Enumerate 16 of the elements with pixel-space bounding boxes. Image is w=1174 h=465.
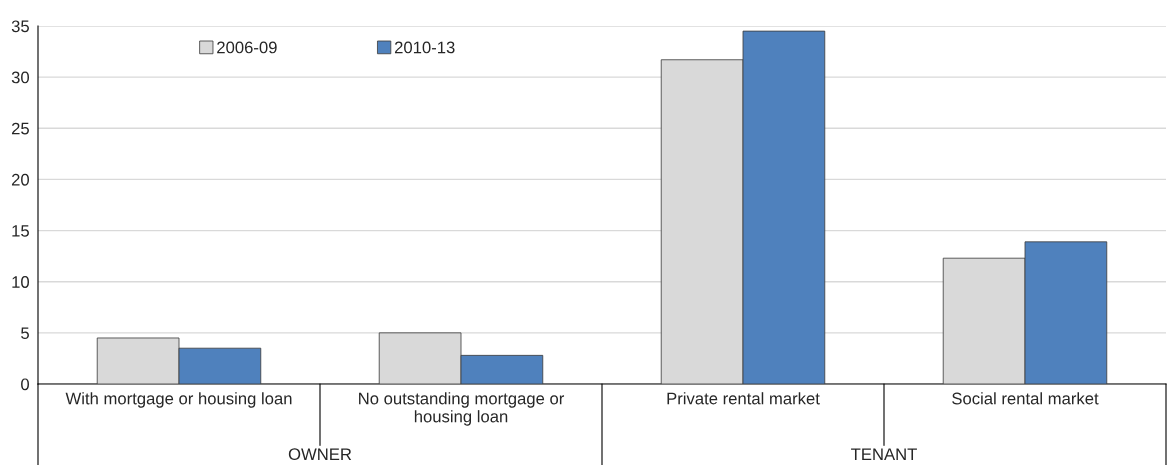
y-tick-label: 30: [11, 71, 30, 84]
x-tick-label: With mortgage or housing loan: [65, 392, 292, 408]
text: OWNER: [288, 448, 352, 461]
legend-label: 2010-13: [394, 41, 455, 54]
y-tick-label: 20: [11, 173, 30, 186]
x-tick-label: Social rental market: [952, 392, 1099, 405]
y-tick-label: 10: [12, 276, 30, 288]
y-tick-label: 15: [12, 225, 29, 237]
y-tick-label: 25: [11, 122, 29, 135]
x-tick-label: Private rental market: [667, 392, 820, 405]
legend-label: 2006-09: [217, 41, 277, 54]
y-tick-label: 0: [21, 378, 30, 391]
x-tick-label: No outstanding mortgage or housing loan: [359, 392, 565, 426]
y-tick-label: 5: [21, 327, 29, 340]
text: TENANT: [851, 448, 917, 460]
y-tick-label: 35: [11, 20, 29, 33]
